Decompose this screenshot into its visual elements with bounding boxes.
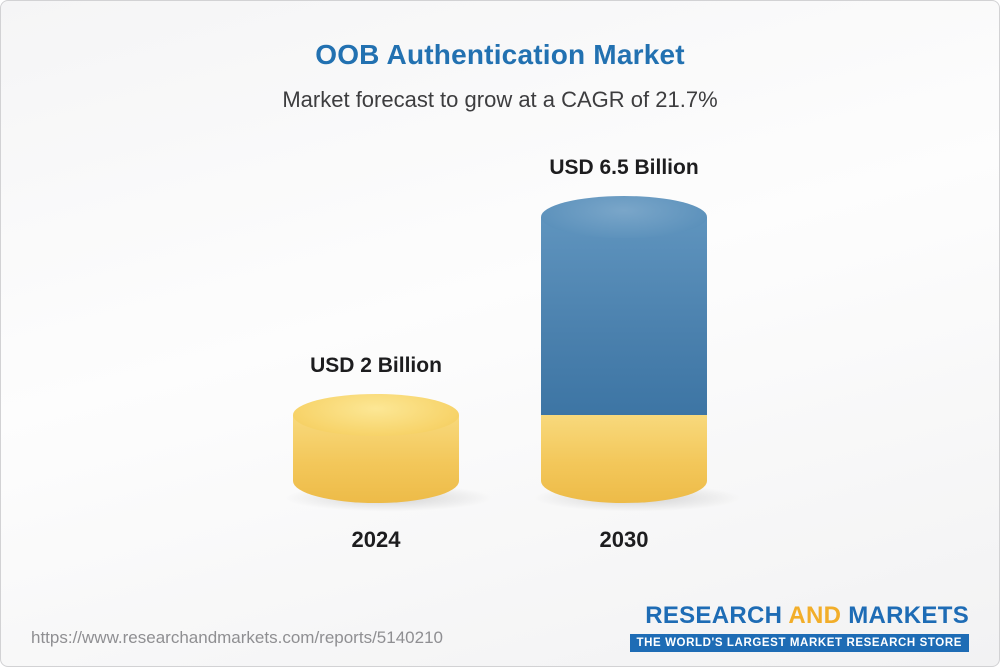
cylinder-2024-top-ellipse — [293, 394, 459, 436]
bar-group-2024: USD 2 Billion 2024 — [281, 354, 497, 553]
page-subtitle: Market forecast to grow at a CAGR of 21.… — [282, 87, 718, 112]
cylinder-2030-base-segment — [541, 415, 707, 503]
page-title: OOB Authentication Market — [315, 39, 685, 70]
cylinder-2030-top-ellipse — [541, 196, 707, 238]
logo-word-research: RESEARCH — [645, 602, 783, 629]
cylinder-2030-growth-segment — [541, 217, 707, 415]
logo-wordmark: RESEARCH AND MARKETS — [630, 602, 970, 630]
bar-group-2030: USD 6.5 Billion 2030 — [529, 156, 745, 553]
value-label-2024: USD 2 Billion — [310, 354, 442, 377]
research-and-markets-logo: RESEARCH AND MARKETS THE WORLD'S LARGEST… — [629, 602, 970, 652]
bar-chart: USD 2 Billion 2024 USD 6.5 Billion 2030 — [1, 123, 999, 553]
logo-word-and: AND — [788, 602, 842, 629]
value-label-2030: USD 6.5 Billion — [549, 156, 699, 179]
category-label-2030: 2030 — [599, 527, 649, 552]
cylinder-2024 — [281, 394, 497, 512]
logo-word-markets: MARKETS — [848, 602, 969, 629]
logo-tagline: THE WORLD'S LARGEST MARKET RESEARCH STOR… — [629, 634, 969, 652]
report-url-link[interactable]: https://www.researchandmarkets.com/repor… — [31, 628, 443, 647]
header: OOB Authentication Market Market forecas… — [1, 1, 999, 113]
category-label-2024: 2024 — [351, 527, 401, 552]
cylinder-2030 — [529, 196, 745, 512]
